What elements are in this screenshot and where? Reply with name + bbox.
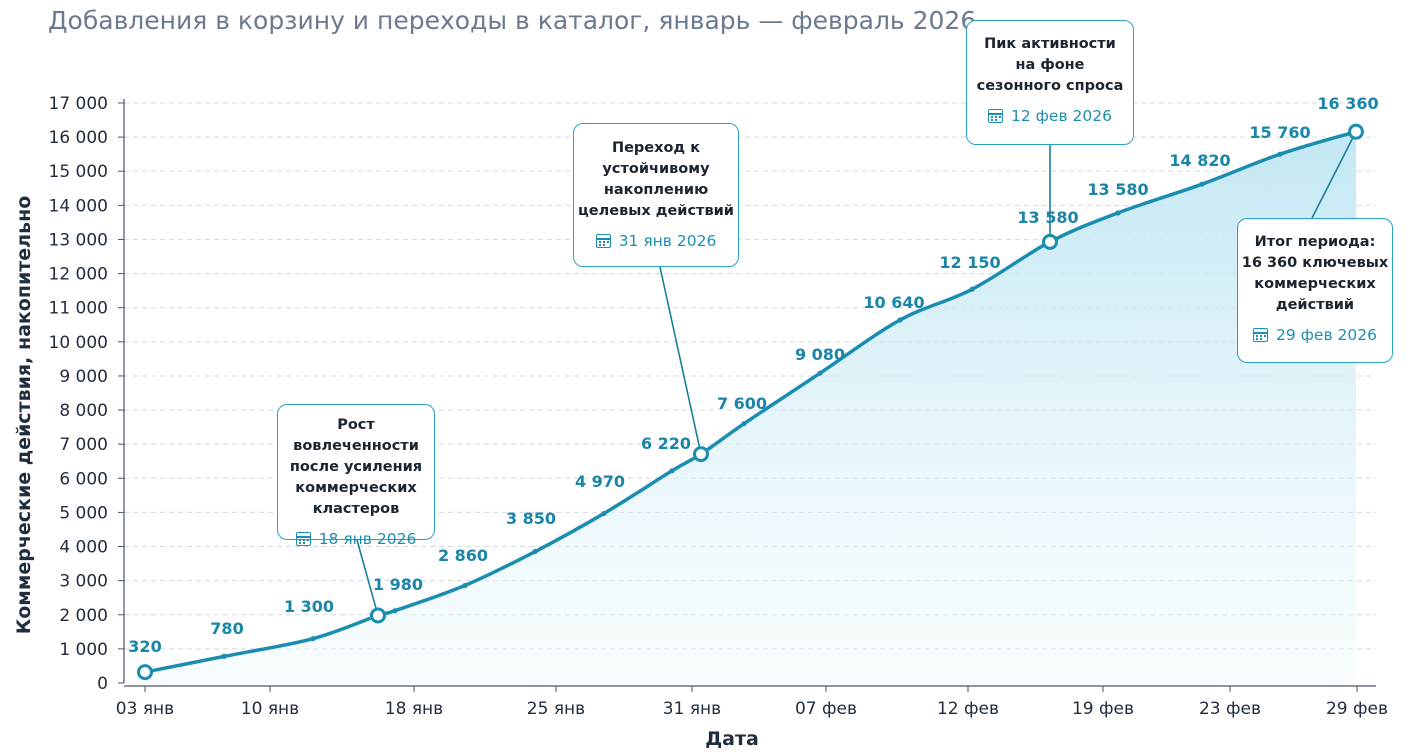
data-point xyxy=(392,608,398,614)
y-tick-label: 3 000 xyxy=(59,572,108,592)
data-label: 12 150 xyxy=(939,253,1000,272)
calendar-icon xyxy=(988,109,1004,123)
x-tick-label: 12 фев xyxy=(937,699,999,719)
data-label: 14 820 xyxy=(1169,151,1230,170)
x-tick-label: 07 фев xyxy=(795,699,857,719)
data-point xyxy=(1277,151,1283,157)
callout-text: Переход к устойчивому накоплению целевых… xyxy=(578,140,734,219)
y-tick-label: 0 xyxy=(97,674,108,694)
callout-date: 18 янв 2026 xyxy=(278,530,434,548)
data-label: 16 360 xyxy=(1317,94,1378,113)
y-tick-label: 14 000 xyxy=(49,196,108,216)
data-point xyxy=(532,549,538,555)
data-label: 2 860 xyxy=(438,546,488,565)
calendar-icon xyxy=(295,532,311,546)
callout-date-label: 31 янв 2026 xyxy=(618,232,717,250)
data-point-highlight xyxy=(370,607,386,624)
y-tick-label: 15 000 xyxy=(49,162,108,182)
data-label: 3 850 xyxy=(506,509,556,528)
data-label: 4 970 xyxy=(575,472,625,491)
x-tick-label: 29 фев xyxy=(1326,699,1388,719)
y-tick-label: 5 000 xyxy=(59,503,108,523)
callout-peak: Пик активности на фоне сезонного спроса … xyxy=(966,20,1134,145)
y-tick-label: 6 000 xyxy=(59,469,108,489)
data-point xyxy=(1199,181,1205,187)
callout-text: Рост вовлеченности после усиления коммер… xyxy=(289,417,423,517)
data-point xyxy=(221,653,227,659)
x-tick-label: 23 фев xyxy=(1199,699,1261,719)
data-point xyxy=(462,582,468,589)
data-label: 9 080 xyxy=(795,345,845,364)
data-point xyxy=(817,370,823,376)
data-point-highlight xyxy=(693,446,709,463)
callout-transition: Переход к устойчивому накоплению целевых… xyxy=(573,123,739,267)
y-tick-label: 17 000 xyxy=(49,94,108,114)
callout-total: Итог периода: 16 360 ключевых коммерческ… xyxy=(1237,218,1393,363)
data-label: 7 600 xyxy=(717,394,767,413)
x-axis-title: Дата xyxy=(705,728,759,750)
y-tick-label: 12 000 xyxy=(49,265,108,285)
data-point xyxy=(897,317,903,323)
chart-title: Добавления в корзину и переходы в катало… xyxy=(48,6,977,35)
data-point xyxy=(1115,210,1121,216)
data-point xyxy=(969,286,975,292)
data-label: 10 640 xyxy=(863,293,924,312)
data-label: 13 580 xyxy=(1017,208,1078,227)
x-tick-label: 10 янв xyxy=(241,699,299,719)
y-tick-label: 16 000 xyxy=(49,128,108,148)
data-label: 320 xyxy=(128,637,161,656)
data-label: 780 xyxy=(210,619,243,638)
data-point-highlight xyxy=(1348,123,1364,140)
y-tick-label: 1 000 xyxy=(59,640,108,660)
callout-date: 31 янв 2026 xyxy=(574,232,738,250)
y-tick-label: 4 000 xyxy=(59,538,108,558)
y-tick-label: 2 000 xyxy=(59,606,108,626)
y-axis-title: Коммерческие действия, накопительно xyxy=(13,196,35,635)
y-tick-label: 11 000 xyxy=(49,299,108,319)
data-point-highlight xyxy=(1042,233,1058,250)
y-tick-label: 13 000 xyxy=(49,230,108,250)
data-point xyxy=(741,421,747,427)
data-label: 6 220 xyxy=(641,434,691,453)
y-tick-label: 8 000 xyxy=(59,401,108,421)
x-tick-label: 31 янв xyxy=(663,699,721,719)
data-point-highlight xyxy=(137,664,153,681)
x-tick-label: 19 фев xyxy=(1072,699,1134,719)
calendar-icon xyxy=(595,234,611,248)
callout-connector xyxy=(356,539,379,616)
x-tick-label: 25 янв xyxy=(527,699,585,719)
data-label: 13 580 xyxy=(1087,180,1148,199)
callout-connector xyxy=(659,266,702,455)
callout-date-label: 18 янв 2026 xyxy=(318,530,417,548)
callout-text: Итог периода: 16 360 ключевых коммерческ… xyxy=(1241,234,1389,313)
data-point xyxy=(310,636,316,642)
data-point xyxy=(669,468,675,474)
data-label: 15 760 xyxy=(1249,123,1310,142)
data-point xyxy=(601,510,607,517)
x-tick-label: 18 янв xyxy=(385,699,443,719)
callout-date: 12 фев 2026 xyxy=(967,107,1133,125)
x-tick-label: 03 янв xyxy=(116,699,174,719)
calendar-icon xyxy=(1253,328,1269,342)
callout-connector xyxy=(1311,131,1357,219)
data-label: 1 300 xyxy=(284,597,334,616)
data-label: 1 980 xyxy=(373,575,423,594)
callout-date-label: 12 фев 2026 xyxy=(1011,107,1112,125)
y-tick-label: 9 000 xyxy=(59,367,108,387)
y-tick-label: 10 000 xyxy=(49,333,108,353)
series-area xyxy=(145,131,1356,684)
callout-growth: Рост вовлеченности после усиления коммер… xyxy=(277,404,435,548)
y-tick-label: 7 000 xyxy=(59,435,108,455)
callout-date-label: 29 фев 2026 xyxy=(1276,326,1377,344)
callout-text: Пик активности на фоне сезонного спроса xyxy=(976,36,1124,94)
callout-date: 29 фев 2026 xyxy=(1238,326,1392,344)
